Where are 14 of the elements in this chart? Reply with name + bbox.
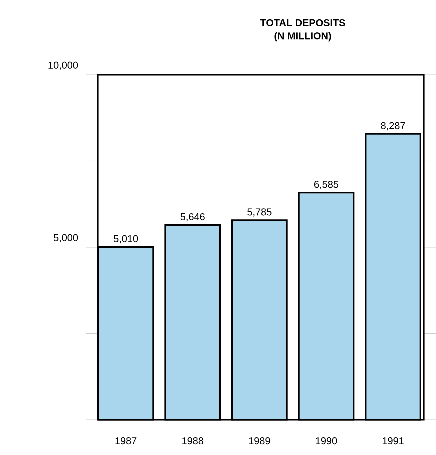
data-label: 6,585 bbox=[314, 181, 338, 190]
data-label: 5,646 bbox=[180, 213, 205, 222]
x-tick-label: 1988 bbox=[182, 438, 204, 445]
chart-title: TOTAL DEPOSITS bbox=[260, 19, 346, 27]
y-tick-label: 5,000 bbox=[54, 234, 78, 243]
x-tick-label: 1990 bbox=[316, 438, 338, 445]
x-tick-label: 1987 bbox=[116, 438, 137, 445]
x-tick-label: 1991 bbox=[382, 438, 404, 445]
chart-subtitle: (N MILLION) bbox=[274, 32, 332, 42]
data-label: 8,287 bbox=[381, 122, 406, 131]
x-tick-label: 1989 bbox=[249, 438, 270, 445]
data-label: 5,010 bbox=[114, 235, 138, 244]
data-label: 5,785 bbox=[248, 208, 272, 217]
y-tick-label: 10,000 bbox=[48, 62, 78, 70]
